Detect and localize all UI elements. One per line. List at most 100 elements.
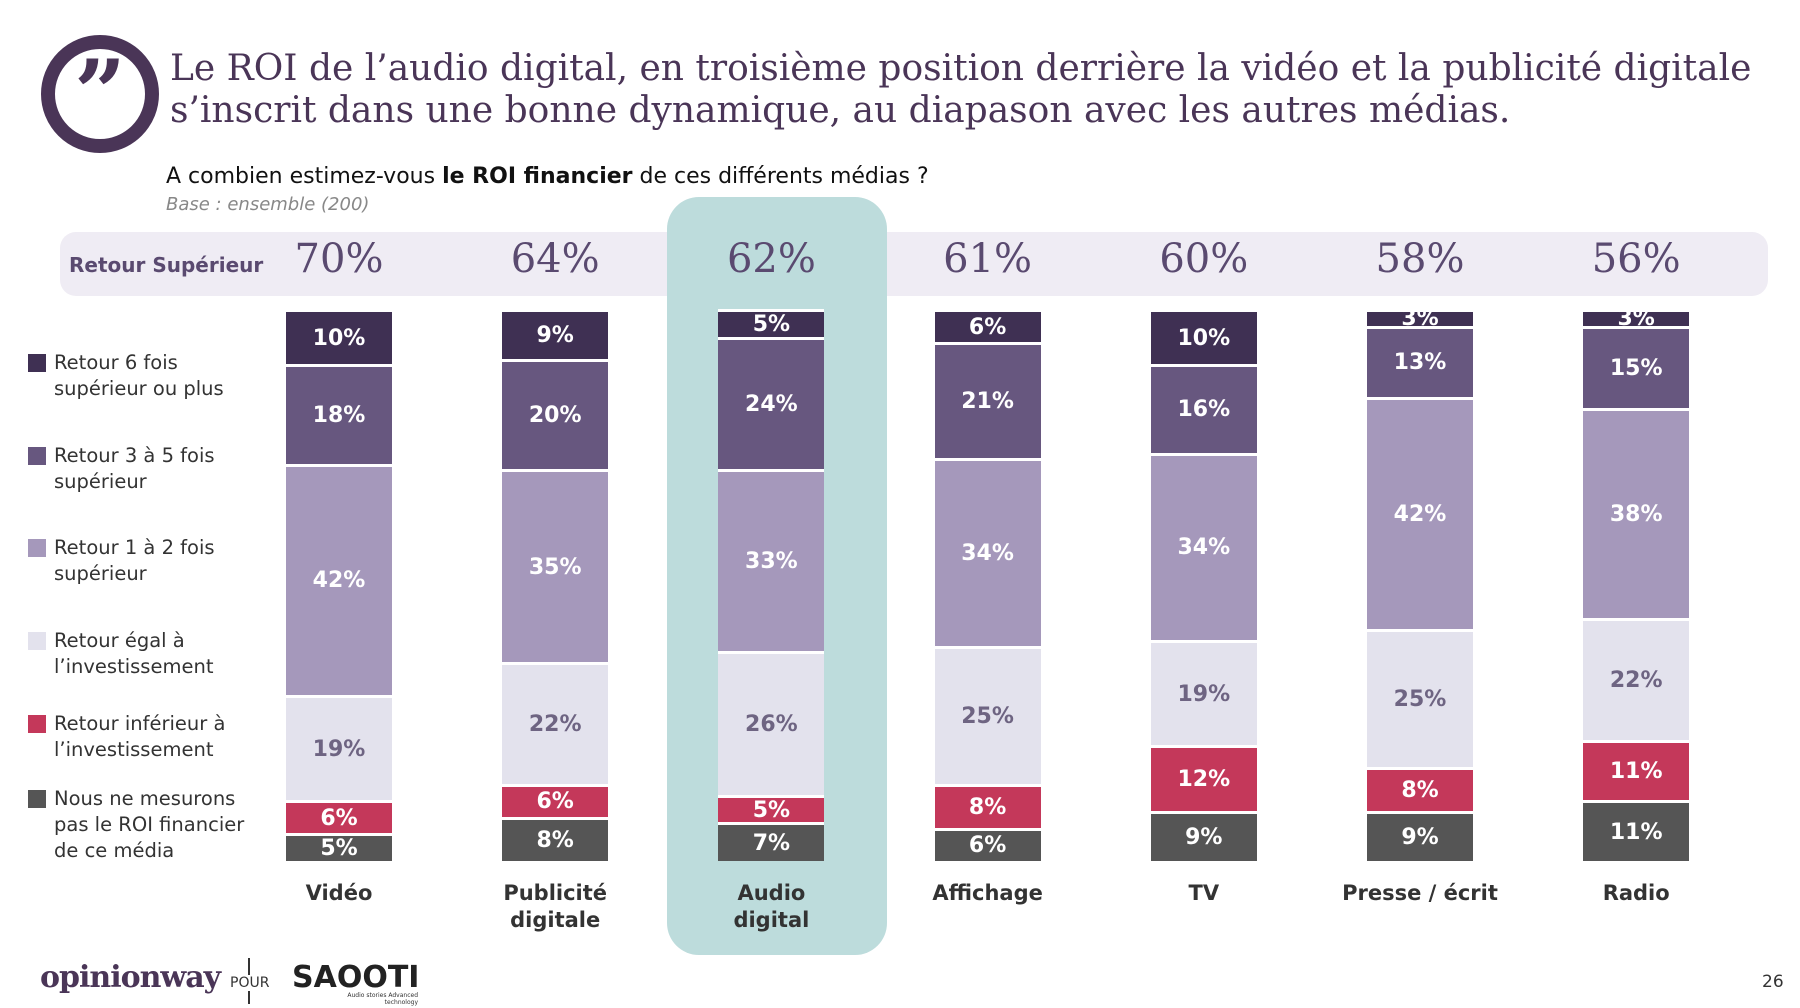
bar-segment: 12%	[1150, 745, 1257, 812]
data-label: 42%	[1393, 502, 1447, 528]
data-label: 5%	[752, 797, 791, 823]
bar-segment: 5%	[286, 833, 392, 861]
data-label: 22%	[528, 711, 582, 737]
legend-label: Retour égal à l’investissement	[54, 629, 214, 678]
data-label: 11%	[1609, 819, 1663, 845]
bar-segment: 33%	[718, 469, 825, 652]
title: Le ROI de l’audio digital, en troisième …	[170, 48, 1751, 132]
question-text: A combien estimez-vous	[166, 164, 443, 189]
summary-value: 64%	[510, 236, 600, 282]
bar-segment: 11%	[1583, 800, 1690, 861]
data-label: 9%	[1185, 825, 1223, 851]
bar-segment: 8%	[502, 816, 609, 861]
bar-segment: 35%	[502, 469, 609, 663]
base-note: Base : ensemble (200)	[166, 194, 370, 215]
legend-label: Nous ne mesurons pas le ROI financier de…	[54, 787, 245, 862]
data-label: 11%	[1609, 758, 1663, 784]
data-label: 35%	[528, 554, 582, 580]
bar-segment: 19%	[1150, 640, 1257, 746]
bar-segment: 18%	[286, 364, 392, 464]
data-label: 6%	[968, 314, 1007, 340]
data-label: 20%	[528, 402, 582, 428]
data-label: 9%	[1401, 825, 1439, 851]
bar-segment: 19%	[286, 695, 392, 801]
bar-segment: 42%	[286, 463, 392, 696]
summary-value: 61%	[943, 236, 1033, 282]
partner-tagline: Audio stories Advanced technology	[347, 992, 418, 1006]
legend-swatch	[28, 447, 46, 465]
data-label: 25%	[1393, 687, 1447, 713]
bar-segment: 3%	[1583, 306, 1690, 331]
data-label: 24%	[745, 391, 798, 417]
connector: POUR	[228, 975, 272, 991]
x-tick-label: Presse / écrit	[1342, 881, 1498, 905]
data-label: 7%	[752, 830, 791, 856]
data-label: 8%	[968, 794, 1007, 820]
page-number: 26	[1762, 972, 1784, 992]
legend-swatch	[28, 539, 46, 557]
legend-item: Retour 3 à 5 fois supérieur	[28, 443, 254, 495]
summary-value: 60%	[1159, 236, 1249, 282]
brand: opinionway	[40, 960, 221, 995]
data-label: 8%	[536, 827, 574, 853]
data-label: 21%	[961, 389, 1014, 415]
question-bold: le ROI financier	[442, 164, 633, 189]
bar-segment: 10%	[286, 309, 392, 365]
bar-segment: 6%	[286, 800, 392, 834]
bar-segment: 16%	[1150, 364, 1257, 453]
bar-segment: 22%	[502, 662, 609, 784]
legend-swatch	[28, 790, 46, 808]
legend-label: Retour 3 à 5 fois supérieur	[54, 444, 215, 493]
data-label: 34%	[1177, 535, 1231, 561]
data-label: 5%	[752, 311, 791, 337]
title-line: Le ROI de l’audio digital, en troisième …	[170, 48, 1752, 89]
quote-icon: ”	[41, 35, 159, 153]
bar-segment: 3%	[1367, 306, 1473, 331]
data-label: 16%	[1177, 397, 1231, 423]
legend-label: Retour inférieur à l’investissement	[54, 712, 226, 761]
question-text: de ces différents médias ?	[632, 164, 929, 189]
data-label: 8%	[1401, 778, 1439, 804]
legend-item: Retour 6 fois supérieur ou plus	[28, 350, 254, 402]
bar-segment: 34%	[934, 458, 1041, 646]
data-label: 33%	[745, 549, 798, 575]
bar-segment: 38%	[1583, 408, 1690, 619]
bar-segment: 21%	[934, 342, 1041, 459]
data-label: 42%	[312, 568, 366, 594]
bar-segment: 6%	[502, 783, 609, 817]
bar-segment: 42%	[1367, 397, 1473, 630]
bar-segment: 8%	[934, 783, 1041, 828]
bar-segment: 8%	[1367, 767, 1473, 812]
summary-value: 56%	[1591, 236, 1681, 282]
data-label: 3%	[1401, 306, 1439, 332]
legend-swatch	[28, 632, 46, 650]
x-tick-label: Affichage	[932, 881, 1043, 905]
bar-segment: 25%	[934, 645, 1041, 784]
bar-segment: 13%	[1367, 325, 1473, 398]
summary-band	[60, 232, 1768, 296]
bar-segment: 5%	[718, 309, 825, 337]
bar-segment: 20%	[502, 358, 609, 470]
data-label: 5%	[320, 836, 358, 862]
x-tick-label: Radio	[1602, 881, 1670, 905]
data-label: 34%	[961, 540, 1014, 566]
bar-segment: 11%	[1583, 739, 1690, 801]
data-label: 15%	[1609, 355, 1663, 381]
x-tick-label: TV	[1188, 881, 1220, 905]
bar-segment: 34%	[1150, 452, 1257, 641]
data-label: 6%	[536, 789, 574, 815]
legend-item: Retour inférieur à l’investissement	[28, 711, 254, 763]
legend-label: Retour 1 à 2 fois supérieur	[54, 536, 215, 585]
legend-label: Retour 6 fois supérieur ou plus	[54, 351, 224, 400]
data-label: 19%	[312, 736, 366, 762]
summary-value: 62%	[726, 236, 816, 282]
data-label: 13%	[1393, 350, 1447, 376]
x-tick-label: Audio digital	[733, 881, 810, 932]
legend-item: Retour égal à l’investissement	[28, 628, 254, 680]
bar-segment: 9%	[502, 309, 609, 359]
bar-segment: 9%	[1150, 811, 1257, 861]
data-label: 3%	[1617, 306, 1655, 332]
data-label: 12%	[1177, 767, 1231, 793]
svg-text:”: ”	[74, 40, 126, 146]
